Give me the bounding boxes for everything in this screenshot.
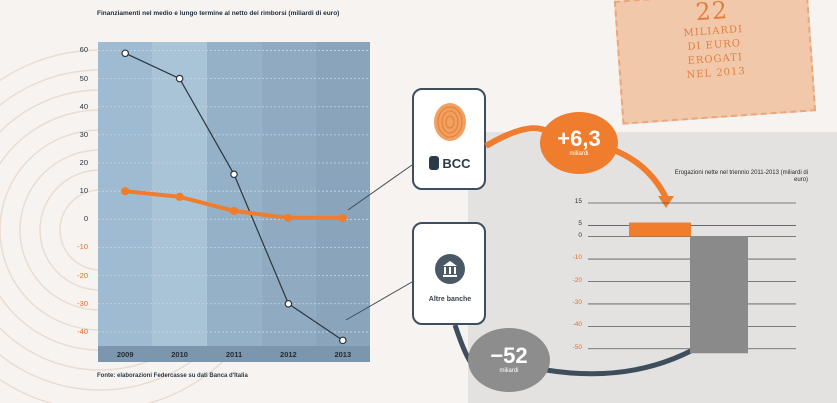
altre-banche-label: Altre banche	[428, 296, 472, 303]
bcc-logo: BCC	[422, 154, 478, 172]
x-tick-label: 2010	[171, 350, 188, 359]
altre-banche-box: Altre banche	[412, 222, 486, 325]
x-axis-band	[98, 346, 370, 362]
bcc-logo-icon	[429, 156, 440, 170]
year-band	[206, 42, 262, 346]
bar-y-tick-label: -50	[572, 343, 582, 351]
bar-chart-title: Erogazioni nette nel triennio 2011-2013 …	[674, 170, 808, 183]
fingerprint-icon	[434, 103, 466, 141]
bar-y-tick-label: 5	[578, 220, 582, 228]
x-tick-label: 2013	[334, 350, 352, 359]
y-tick-label: 0	[83, 214, 88, 224]
bcc-bubble: +6,3 miliardi	[540, 112, 618, 174]
bcc-bubble-unit: miliardi	[569, 151, 589, 157]
y-tick-label: 60	[79, 45, 88, 55]
x-tick-label: 2009	[116, 350, 134, 359]
bcc-bubble-value: +6,3	[557, 126, 601, 151]
data-point	[338, 213, 347, 223]
bar-y-tick-label: -30	[572, 298, 582, 306]
bcc-logo-text: BCC	[442, 155, 471, 171]
y-tick-label: 30	[79, 129, 88, 139]
bank-icon	[435, 254, 465, 284]
y-tick-label: -20	[77, 270, 88, 280]
bar-y-tick-label: -20	[572, 276, 582, 284]
data-point	[229, 206, 239, 215]
data-point	[175, 192, 184, 201]
data-point	[284, 299, 293, 308]
data-point	[121, 49, 130, 58]
altre-bubble: −52 miliardi	[468, 328, 550, 392]
data-point	[121, 187, 130, 196]
y-tick-label: -30	[77, 298, 88, 308]
bar-y-tick-label: 15	[574, 198, 582, 205]
y-tick-label: -40	[77, 326, 88, 336]
data-point	[230, 170, 238, 179]
altre-bubble-unit: miliardi	[499, 368, 519, 374]
bar-y-tick-label: 0	[578, 231, 582, 239]
x-tick-label: 2012	[280, 350, 297, 359]
y-tick-label: 20	[79, 158, 88, 168]
data-point	[284, 213, 293, 223]
y-tick-label: -10	[77, 242, 88, 252]
year-band	[315, 42, 370, 346]
altre-bubble-value: −52	[490, 343, 528, 368]
bar-y-tick-label: -40	[572, 321, 582, 329]
y-tick-label: 40	[79, 101, 88, 111]
y-tick-label: 10	[79, 186, 88, 196]
bar-y-tick-label: -10	[572, 254, 582, 262]
year-band	[261, 42, 316, 346]
data-point	[338, 336, 347, 345]
y-tick-label: 50	[79, 73, 88, 83]
chart-title: Finanziamenti nel medio e lungo termine …	[97, 10, 340, 17]
bcc-box: BCC	[412, 88, 486, 190]
chart-source: Fonte: elaborazioni Federcasse su dati B…	[97, 373, 248, 379]
x-tick-label: 2011	[225, 350, 243, 359]
bar	[629, 222, 691, 237]
data-point	[175, 74, 184, 83]
bar	[690, 236, 748, 354]
